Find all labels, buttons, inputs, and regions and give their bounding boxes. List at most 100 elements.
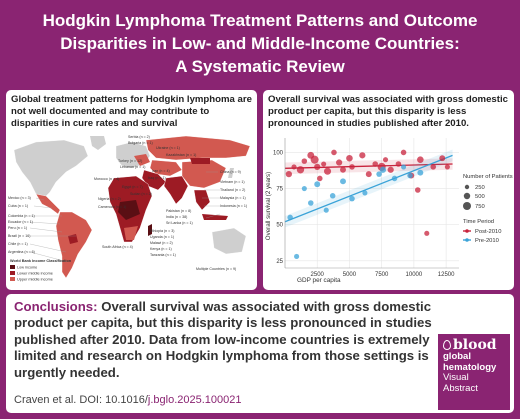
y-tick-label: 75 [276, 187, 283, 193]
legend-size-500-label: 500 [475, 194, 485, 200]
blood-drop-icon [443, 340, 451, 350]
logo-line-1: blood [453, 337, 497, 353]
country-label: Lebanon (n = 1) [120, 165, 145, 169]
data-point-pre-2010 [301, 185, 307, 192]
data-point-post-2010 [285, 170, 292, 178]
country-label: Tanzania (n = 1) [150, 253, 176, 257]
data-point-post-2010 [340, 166, 346, 173]
citation: Craven et al. DOI: 10.1016/j.bglo.2025.1… [14, 394, 242, 406]
logo-line-5: Abstract [443, 382, 478, 394]
south-asia-shape [163, 175, 189, 205]
data-point-post-2010 [317, 175, 323, 182]
data-point-post-2010 [336, 159, 343, 166]
country-label: Indonesia (n = 1) [220, 204, 247, 208]
indonesia-shape [202, 214, 228, 220]
doi-link[interactable]: j.bglo.2025.100021 [147, 394, 242, 406]
country-label: Sudan (n = 2) [130, 192, 152, 196]
y-tick-label: 25 [276, 259, 283, 265]
x-tick-label: 5000 [343, 272, 357, 278]
country-label: Chile (n = 1) [8, 242, 28, 246]
country-label: Malaysia (n = 1) [220, 196, 246, 200]
data-point-post-2010 [372, 161, 378, 167]
data-point-pre-2010 [329, 193, 336, 199]
data-point-post-2010 [359, 152, 366, 159]
survival-scatter-chart: 2500 5000 7500 10000 12500 25 50 75 100 Overall … [265, 138, 513, 284]
russia-shape [145, 135, 251, 161]
leader-lines [29, 171, 221, 263]
income-legend: World Bank Income Classification Low inc… [10, 259, 72, 282]
data-point-pre-2010 [340, 178, 346, 185]
country-label: Ethiopia (n = 3) [150, 229, 174, 233]
japan-shape [228, 168, 234, 178]
mexico-shape [35, 193, 61, 215]
country-label: Cameroon (n = 1) [98, 205, 126, 209]
journal-logo: blood global hematology Visual Abstract [438, 334, 510, 410]
data-point-post-2010 [365, 171, 372, 178]
data-point-post-2010 [439, 155, 446, 162]
data-point-pre-2010 [362, 190, 368, 196]
legend-label-lower-middle: Lower middle income [17, 272, 53, 276]
data-point-post-2010 [296, 166, 305, 174]
world-map: Mexico (n = 3) Cuba (n = 1) Colombia (n … [8, 135, 251, 282]
country-label: Egypt (n = 7) [122, 185, 143, 189]
bolivia-shape [68, 234, 78, 244]
legend-size-250-marker [464, 184, 470, 190]
southern-africa-shape [124, 226, 138, 240]
chart-points [285, 149, 450, 260]
logo-line-2: global [443, 351, 471, 362]
data-point-post-2010 [321, 161, 327, 167]
map-panel: Global treatment patterns for Hodgkin ly… [6, 90, 257, 290]
mongolia-shape [190, 158, 210, 164]
x-tick-label: 12500 [438, 272, 455, 278]
legend-size-500-marker [463, 192, 471, 200]
country-label: Peru (n = 1) [8, 226, 27, 230]
chart-axes: 2500 5000 7500 10000 12500 25 50 75 100 [273, 138, 459, 278]
country-label: South Africa (n = 4) [102, 245, 133, 249]
logo-line-4: Visual [443, 372, 469, 383]
china-shape [181, 159, 227, 189]
data-point-post-2010 [314, 163, 321, 171]
data-point-post-2010 [301, 158, 308, 164]
trend-line-post-2010 [284, 163, 453, 169]
data-point-pre-2010 [294, 253, 300, 260]
logo-line-3: hematology [443, 361, 497, 373]
legend-label-upper-middle: Upper middle income [17, 278, 53, 282]
country-label: Colombia (n = 1) [8, 214, 35, 218]
country-label: Iran (n = 4) [152, 169, 170, 173]
citation-prefix: Craven et al. DOI: 10.1016/ [14, 394, 148, 406]
data-point-pre-2010 [314, 181, 321, 188]
x-tick-label: 10000 [406, 272, 423, 278]
data-point-pre-2010 [349, 195, 355, 202]
data-point-post-2010 [346, 154, 353, 162]
data-point-post-2010 [310, 155, 319, 164]
data-point-post-2010 [417, 156, 424, 163]
country-label: India (n = 38) [166, 215, 187, 219]
data-point-post-2010 [331, 149, 337, 156]
chart-panel: Overall survival was associated with gro… [263, 90, 514, 290]
country-label: Nigeria (n = 2) [98, 197, 121, 201]
country-label: Multiple Countries (n = 9) [196, 267, 236, 271]
north-america-shape [13, 139, 89, 199]
labels-left: Mexico (n = 3) Cuba (n = 1) Colombia (n … [8, 196, 35, 254]
country-label: China (n = 9) [220, 170, 241, 174]
legend-pre-2010-label: Pre-2010 [475, 238, 499, 244]
labels-top: Serbia (n = 2) Bulgaria (n = 1) Ukraine … [94, 135, 196, 209]
data-point-post-2010 [387, 166, 394, 173]
data-point-post-2010 [395, 161, 402, 167]
country-label: Kazakhstan (n = 1) [166, 153, 196, 157]
country-label: Argentina (n = 6) [8, 250, 35, 254]
x-tick-label: 7500 [375, 272, 389, 278]
legend-post-2010-label: Post-2010 [475, 229, 501, 235]
data-point-post-2010 [382, 157, 389, 163]
data-point-pre-2010 [391, 175, 398, 182]
y-tick-label: 50 [276, 223, 283, 229]
data-point-post-2010 [291, 164, 297, 170]
y-tick-label: 100 [273, 150, 284, 156]
title-line-2: Disparities in Low- and Middle-Income Co… [60, 34, 460, 53]
x-axis-label: GDP per capita [297, 277, 341, 284]
central-asia-shape [149, 159, 183, 177]
australia-shape [211, 227, 247, 255]
legend-size-750-label: 750 [475, 204, 485, 210]
country-label: Pakistan (n = 8) [166, 209, 191, 213]
